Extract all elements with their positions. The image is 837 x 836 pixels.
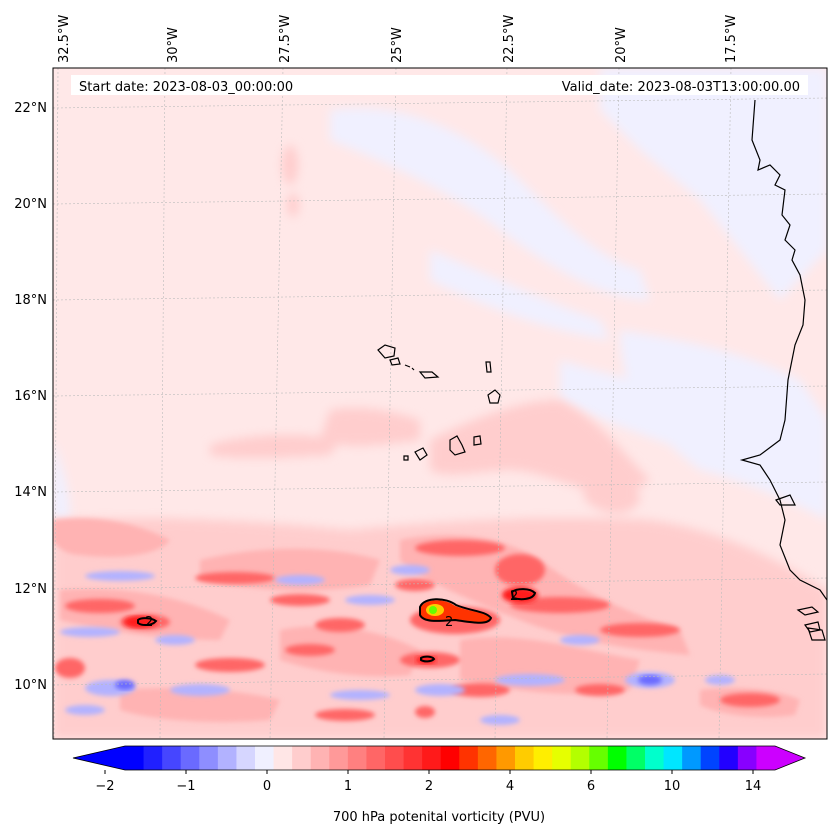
graticule (53, 68, 827, 739)
lon-label: 20°W (614, 27, 629, 63)
colorbar-cell (515, 746, 535, 770)
colorbar-cell (756, 746, 776, 770)
colorbar: −2 −1 0 1 2 4 6 10 14 700 hPa potenital … (72, 745, 807, 825)
colorbar-tick-label: −1 (176, 779, 195, 794)
contour-label: 2 (510, 589, 518, 604)
colorbar-cell (236, 746, 256, 770)
colorbar-cell (719, 746, 739, 770)
lon-label: 27.5°W (278, 15, 293, 63)
colorbar-cell (162, 746, 182, 770)
colorbar-cell (329, 746, 349, 770)
colorbar-cell (125, 746, 145, 770)
colorbar-cell (700, 746, 720, 770)
cape-verde-islands (377, 344, 396, 359)
pv-2-contours (137, 588, 537, 663)
colorbar-tick-label: 1 (344, 779, 352, 794)
colorbar-tick-label: 6 (587, 779, 595, 794)
colorbar-cell (347, 746, 367, 770)
lat-label: 20°N (14, 197, 47, 212)
africa-coastline (739, 99, 827, 601)
lon-label: 25°W (390, 27, 405, 63)
lat-label: 14°N (14, 485, 47, 500)
map-frame (52, 67, 828, 740)
colorbar-cell (403, 746, 423, 770)
colorbar-cell (496, 746, 516, 770)
colorbar-cell (645, 746, 665, 770)
colorbar-cell (385, 746, 405, 770)
valid-date-label: Valid_date: 2023-08-03T13:00:00.00 (562, 80, 800, 95)
colorbar-cell (143, 746, 163, 770)
contour-labels: 2 2 2 (145, 589, 518, 630)
colorbar-cell (180, 746, 200, 770)
colorbar-cell (663, 746, 683, 770)
colorbar-cell (477, 746, 497, 770)
contour-label: 2 (445, 615, 453, 630)
colorbar-extend-high (775, 746, 805, 770)
colorbar-cell (682, 746, 702, 770)
coastlines (377, 99, 827, 641)
pv-field (53, 68, 827, 739)
header-box (71, 75, 808, 95)
colorbar-cell (459, 746, 479, 770)
colorbar-extend-low (73, 746, 125, 770)
colorbar-cells (125, 746, 776, 770)
colorbar-ticks (104, 770, 754, 774)
colorbar-cell (533, 746, 553, 770)
colorbar-cell (217, 746, 237, 770)
lon-label: 30°W (166, 27, 181, 63)
contour-label: 2 (145, 615, 153, 630)
colorbar-tick-labels: −2 −1 0 1 2 4 6 10 14 (95, 779, 761, 794)
colorbar-cell (737, 746, 757, 770)
lon-label: 22.5°W (502, 15, 517, 63)
colorbar-cell (626, 746, 646, 770)
longitude-labels: 32.5°W 30°W 27.5°W 25°W 22.5°W 20°W 17.5… (57, 15, 739, 63)
colorbar-cell (199, 746, 219, 770)
colorbar-cell (255, 746, 275, 770)
colorbar-tick-label: 14 (745, 779, 762, 794)
colorbar-cell (366, 746, 386, 770)
colorbar-cell (607, 746, 627, 770)
start-date-label: Start date: 2023-08-03_00:00:00 (79, 80, 293, 95)
lat-label: 16°N (14, 389, 47, 404)
colorbar-tick-label: 2 (425, 779, 433, 794)
colorbar-tick-label: 4 (506, 779, 514, 794)
colorbar-tick-label: −2 (95, 779, 114, 794)
lon-label: 17.5°W (724, 15, 739, 63)
near-zero-regions (53, 68, 827, 520)
colorbar-cell (292, 746, 312, 770)
latitude-labels: 22°N 20°N 18°N 16°N 14°N 12°N 10°N (14, 101, 47, 693)
lon-label: 32.5°W (57, 15, 72, 63)
colorbar-outline (72, 745, 807, 771)
colorbar-cell (570, 746, 590, 770)
colorbar-cell (589, 746, 609, 770)
colorbar-cell (273, 746, 293, 770)
lat-label: 10°N (14, 678, 47, 693)
colorbar-tick-label: 0 (263, 779, 271, 794)
colorbar-cell (422, 746, 442, 770)
colorbar-cell (440, 746, 460, 770)
lat-label: 18°N (14, 293, 47, 308)
lat-label: 12°N (14, 582, 47, 597)
colorbar-title: 700 hPa potenital vorticity (PVU) (333, 810, 545, 825)
lat-label: 22°N (14, 101, 47, 116)
colorbar-cell (310, 746, 330, 770)
colorbar-tick-label: 10 (664, 779, 681, 794)
colorbar-cell (552, 746, 572, 770)
